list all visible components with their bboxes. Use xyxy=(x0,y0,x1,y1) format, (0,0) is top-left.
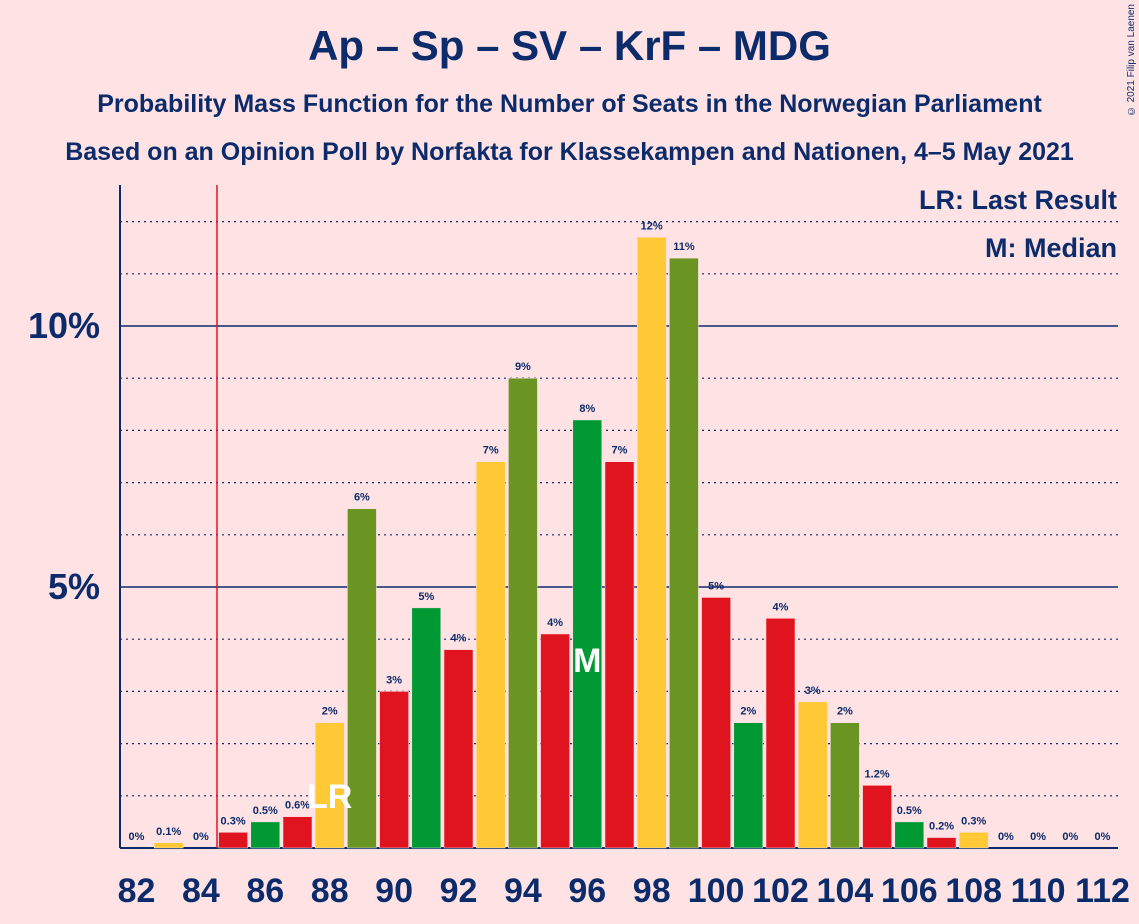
x-tick-label: 86 xyxy=(246,872,284,910)
bar-value-label: 0% xyxy=(998,831,1014,843)
x-tick-label: 106 xyxy=(881,872,938,910)
bar-value-label: 5% xyxy=(418,591,434,603)
chart-title: Ap – Sp – SV – KrF – MDG xyxy=(308,22,831,69)
x-tick-label: 88 xyxy=(311,872,349,910)
bar-value-label: 0% xyxy=(129,831,145,843)
bar-value-label: 5% xyxy=(708,580,724,592)
x-tick-label: 98 xyxy=(633,872,671,910)
y-tick-label: 10% xyxy=(28,305,100,346)
legend-last-result: LR: Last Result xyxy=(918,185,1117,215)
bar-value-label: 2% xyxy=(740,706,756,718)
x-tick-label: 112 xyxy=(1075,872,1130,910)
bar-88 xyxy=(314,722,345,849)
bar-value-label: 0.5% xyxy=(897,805,922,817)
bar-108 xyxy=(958,832,989,849)
bar-value-label: 0% xyxy=(1062,831,1078,843)
bar-value-label: 4% xyxy=(451,633,467,645)
last-result-marker: LR xyxy=(307,778,352,816)
bar-92 xyxy=(443,649,474,849)
bar-value-label: 2% xyxy=(322,706,338,718)
bar-value-label: 7% xyxy=(483,445,499,457)
bar-value-label: 0% xyxy=(193,831,209,843)
bar-value-label: 0.6% xyxy=(285,800,310,812)
bar-value-label: 3% xyxy=(386,674,402,686)
x-tick-label: 108 xyxy=(945,872,1002,910)
x-tick-label: 96 xyxy=(568,872,606,910)
bar-91 xyxy=(411,607,442,849)
bar-102 xyxy=(765,618,796,849)
bar-99 xyxy=(669,257,699,849)
bar-value-label: 4% xyxy=(547,617,563,629)
bar-value-label: 0% xyxy=(1095,831,1111,843)
bar-105 xyxy=(862,785,892,849)
x-tick-label: 102 xyxy=(752,872,809,910)
bar-value-label: 6% xyxy=(354,492,370,504)
bar-89 xyxy=(347,508,377,849)
bar-value-label: 7% xyxy=(612,445,628,457)
bar-95 xyxy=(540,633,570,849)
bar-value-label: 8% xyxy=(579,403,595,415)
x-tick-label: 82 xyxy=(118,872,156,910)
bar-85 xyxy=(218,832,248,849)
bar-value-label: 1.2% xyxy=(865,768,890,780)
bar-value-label: 4% xyxy=(773,601,789,613)
bar-101 xyxy=(733,722,764,849)
x-tick-label: 100 xyxy=(688,872,745,910)
bar-value-label: 0.3% xyxy=(221,815,246,827)
bar-value-label: 0.5% xyxy=(253,805,278,817)
bar-value-label: 2% xyxy=(837,706,853,718)
bar-107 xyxy=(926,837,957,849)
bar-87 xyxy=(282,816,313,849)
bar-86 xyxy=(250,821,281,849)
median-marker: M xyxy=(573,642,601,680)
bar-106 xyxy=(894,821,925,849)
bar-97 xyxy=(604,461,635,849)
bar-value-label: 11% xyxy=(673,241,695,253)
bar-96 xyxy=(572,419,603,849)
x-tick-label: 92 xyxy=(440,872,478,910)
bar-value-label: 0.2% xyxy=(929,821,954,833)
bar-value-label: 0% xyxy=(1030,831,1046,843)
x-tick-label: 94 xyxy=(504,872,542,910)
bar-83 xyxy=(153,842,184,849)
legend-median: M: Median xyxy=(985,233,1117,263)
bar-value-label: 12% xyxy=(641,220,663,232)
bar-104 xyxy=(830,722,860,849)
bar-100 xyxy=(701,597,731,849)
y-tick-label: 5% xyxy=(48,566,100,607)
bar-value-label: 0.3% xyxy=(961,815,986,827)
bar-94 xyxy=(508,377,538,849)
chart-subtitle-source: Based on an Opinion Poll by Norfakta for… xyxy=(65,138,1074,166)
x-tick-label: 104 xyxy=(817,872,874,910)
x-tick-label: 110 xyxy=(1011,872,1066,910)
bar-90 xyxy=(379,691,409,849)
chart-subtitle: Probability Mass Function for the Number… xyxy=(97,90,1042,118)
x-tick-label: 90 xyxy=(375,872,413,910)
bar-93 xyxy=(475,461,506,849)
x-tick-label: 84 xyxy=(182,872,220,910)
bar-value-label: 0.1% xyxy=(156,826,181,838)
bar-103 xyxy=(797,701,828,849)
bar-value-label: 9% xyxy=(515,361,531,373)
bar-98 xyxy=(636,237,667,849)
bar-value-label: 3% xyxy=(805,685,821,697)
